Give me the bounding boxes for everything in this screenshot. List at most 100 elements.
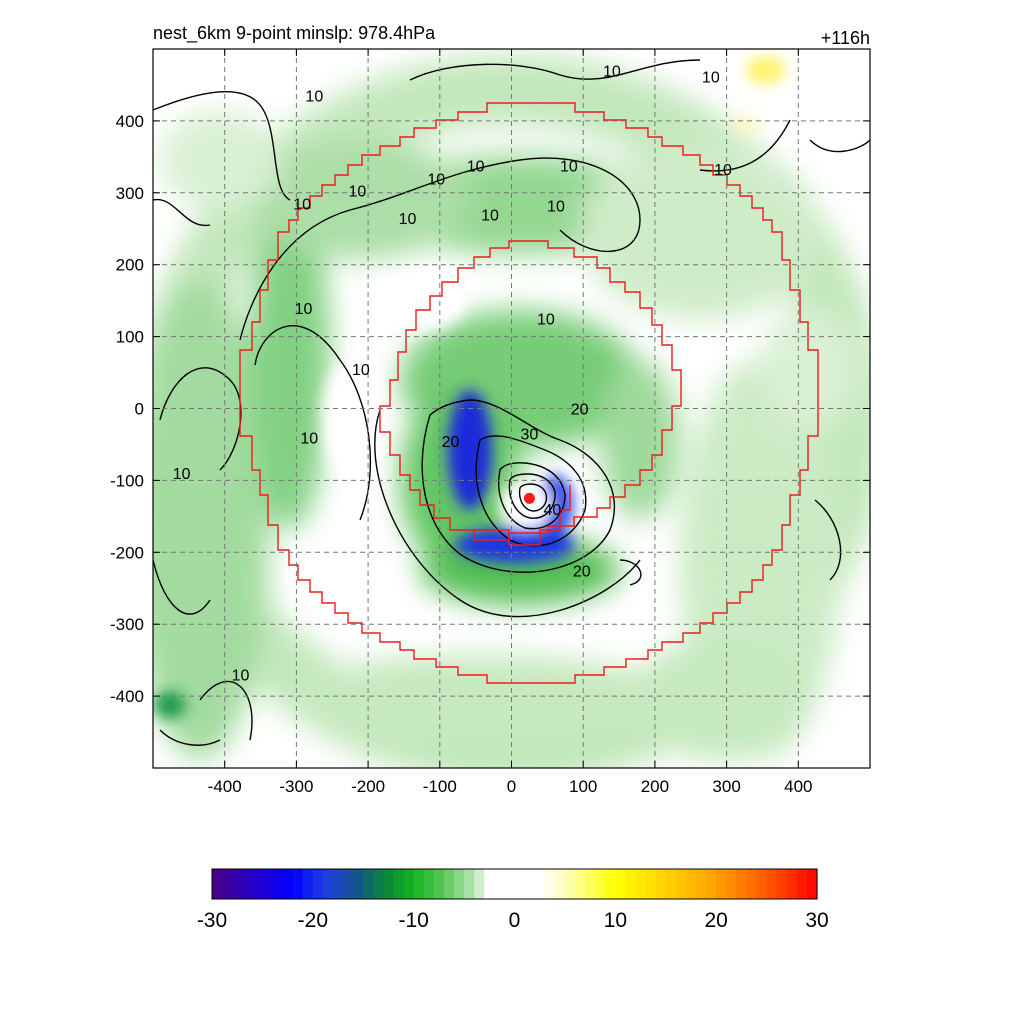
y-axis-ticks: -400 -300 -200 -100 0 100 200 300 400 [110, 112, 870, 706]
colorbar-swatch [383, 869, 395, 899]
colorbar-swatch [776, 869, 788, 899]
contour-label: 10 [481, 207, 499, 224]
colorbar-tick-label: 10 [604, 909, 627, 932]
contour-label: 10 [547, 199, 565, 216]
colorbar-swatch [524, 869, 536, 899]
contour-label: 10 [173, 466, 191, 483]
contour-label: 30 [521, 427, 539, 444]
x-tick-label: 200 [641, 777, 669, 796]
grid [153, 49, 870, 768]
x-tick-label: -100 [423, 777, 457, 796]
colorbar-tick-label: -10 [398, 909, 428, 932]
contour-label: 10 [352, 362, 370, 379]
x-tick-label: -200 [351, 777, 385, 796]
contour-label: 40 [543, 502, 561, 519]
contour-label: 20 [571, 402, 589, 419]
colorbar-tick-label: 20 [704, 909, 727, 932]
colorbar-swatch [433, 869, 445, 899]
colorbar-swatch [665, 869, 677, 899]
colorbar-swatch [554, 869, 566, 899]
colorbar-swatch [766, 869, 778, 899]
colorbar-swatch [736, 869, 748, 899]
storm-nest-boundary [474, 485, 571, 546]
colorbar-swatch [685, 869, 697, 899]
colorbar-swatch [393, 869, 405, 899]
y-tick-label: -400 [110, 687, 144, 706]
colorbar-swatch [595, 869, 606, 899]
colorbar-swatch [585, 869, 596, 899]
outer-nest-boundary [239, 102, 819, 684]
colorbar-swatch [232, 869, 243, 899]
colorbar-swatch [806, 869, 818, 899]
contour-label: 10 [305, 89, 323, 106]
x-axis-ticks: -400 -300 -200 -100 0 100 200 300 400 [208, 49, 812, 796]
colorbar-swatch [252, 869, 264, 899]
x-tick-label: -400 [208, 777, 242, 796]
inner-nest-boundary [379, 240, 682, 541]
colorbar-tick-label: -20 [298, 909, 328, 932]
contour-label: 20 [573, 563, 591, 580]
contour-label: 10 [603, 64, 621, 81]
x-tick-label: 100 [569, 777, 597, 796]
colorbar-swatch [403, 869, 415, 899]
colorbar-swatch [242, 869, 253, 899]
colorbar-swatch [292, 869, 304, 899]
colorbar-swatch [746, 869, 758, 899]
colorbar-swatch [282, 869, 294, 899]
colorbar-swatch [635, 869, 647, 899]
x-tick-label: 300 [712, 777, 740, 796]
colorbar-swatch [645, 869, 657, 899]
colorbar-swatch [655, 869, 667, 899]
colorbar-swatch [312, 869, 324, 899]
colorbar-swatch [333, 869, 344, 899]
x-tick-label: 0 [507, 777, 516, 796]
y-tick-label: 200 [116, 256, 144, 275]
colorbar-tick-label: -30 [197, 909, 227, 932]
y-tick-label: -200 [110, 543, 144, 562]
colorbar-ticks: -30 -20 -10 0 10 20 30 [197, 909, 829, 932]
colorbar-swatch [363, 869, 374, 899]
contour-label: 10 [348, 184, 366, 201]
y-tick-label: -100 [110, 471, 144, 490]
colorbar-swatch [534, 869, 546, 899]
contour-label: 10 [702, 69, 720, 86]
colorbar-swatch [756, 869, 768, 899]
colorbar-swatch [514, 869, 526, 899]
colorbar-swatch [474, 869, 485, 899]
contour-label: 10 [714, 162, 732, 179]
colorbar-swatch [544, 869, 556, 899]
contour-label: 10 [300, 430, 318, 447]
colorbar-tick-label: 0 [509, 909, 521, 932]
colorbar-swatch [353, 869, 364, 899]
contour-label: 10 [560, 158, 578, 175]
colorbar-swatch [494, 869, 506, 899]
colorbar-swatch [464, 869, 475, 899]
contour-label: 20 [442, 434, 460, 451]
storm-center-marker [523, 492, 535, 504]
contour-label: 10 [427, 171, 445, 188]
colorbar-swatch [796, 869, 808, 899]
colorbar-swatch [302, 869, 314, 899]
contour-labels: 10 10 10 10 10 10 10 10 10 10 10 10 10 10 10 10 10 10 20 20… [173, 64, 732, 685]
contour-label: 10 [232, 668, 250, 685]
colorbar-swatch [675, 869, 687, 899]
contour-label: 10 [295, 301, 313, 318]
colorbar-swatch [272, 869, 284, 899]
colorbar-tick-label: 30 [805, 909, 828, 932]
chart-title-right: +116h [821, 28, 870, 48]
colorbar-swatch [615, 869, 627, 899]
x-tick-label: 400 [784, 777, 812, 796]
contour-label: 10 [293, 197, 311, 214]
colorbar-swatch [423, 869, 435, 899]
nest-boundaries [239, 102, 819, 684]
contour-label: 10 [537, 312, 555, 329]
colorbar [211, 868, 818, 900]
colorbar-swatch [726, 869, 737, 899]
contour-lines [153, 59, 870, 746]
y-tick-label: -300 [110, 615, 144, 634]
colorbar-swatch [625, 869, 637, 899]
colorbar-swatch [575, 869, 586, 899]
colorbar-swatch [373, 869, 385, 899]
colorbar-swatch [696, 869, 707, 899]
colorbar-swatch [222, 869, 233, 899]
